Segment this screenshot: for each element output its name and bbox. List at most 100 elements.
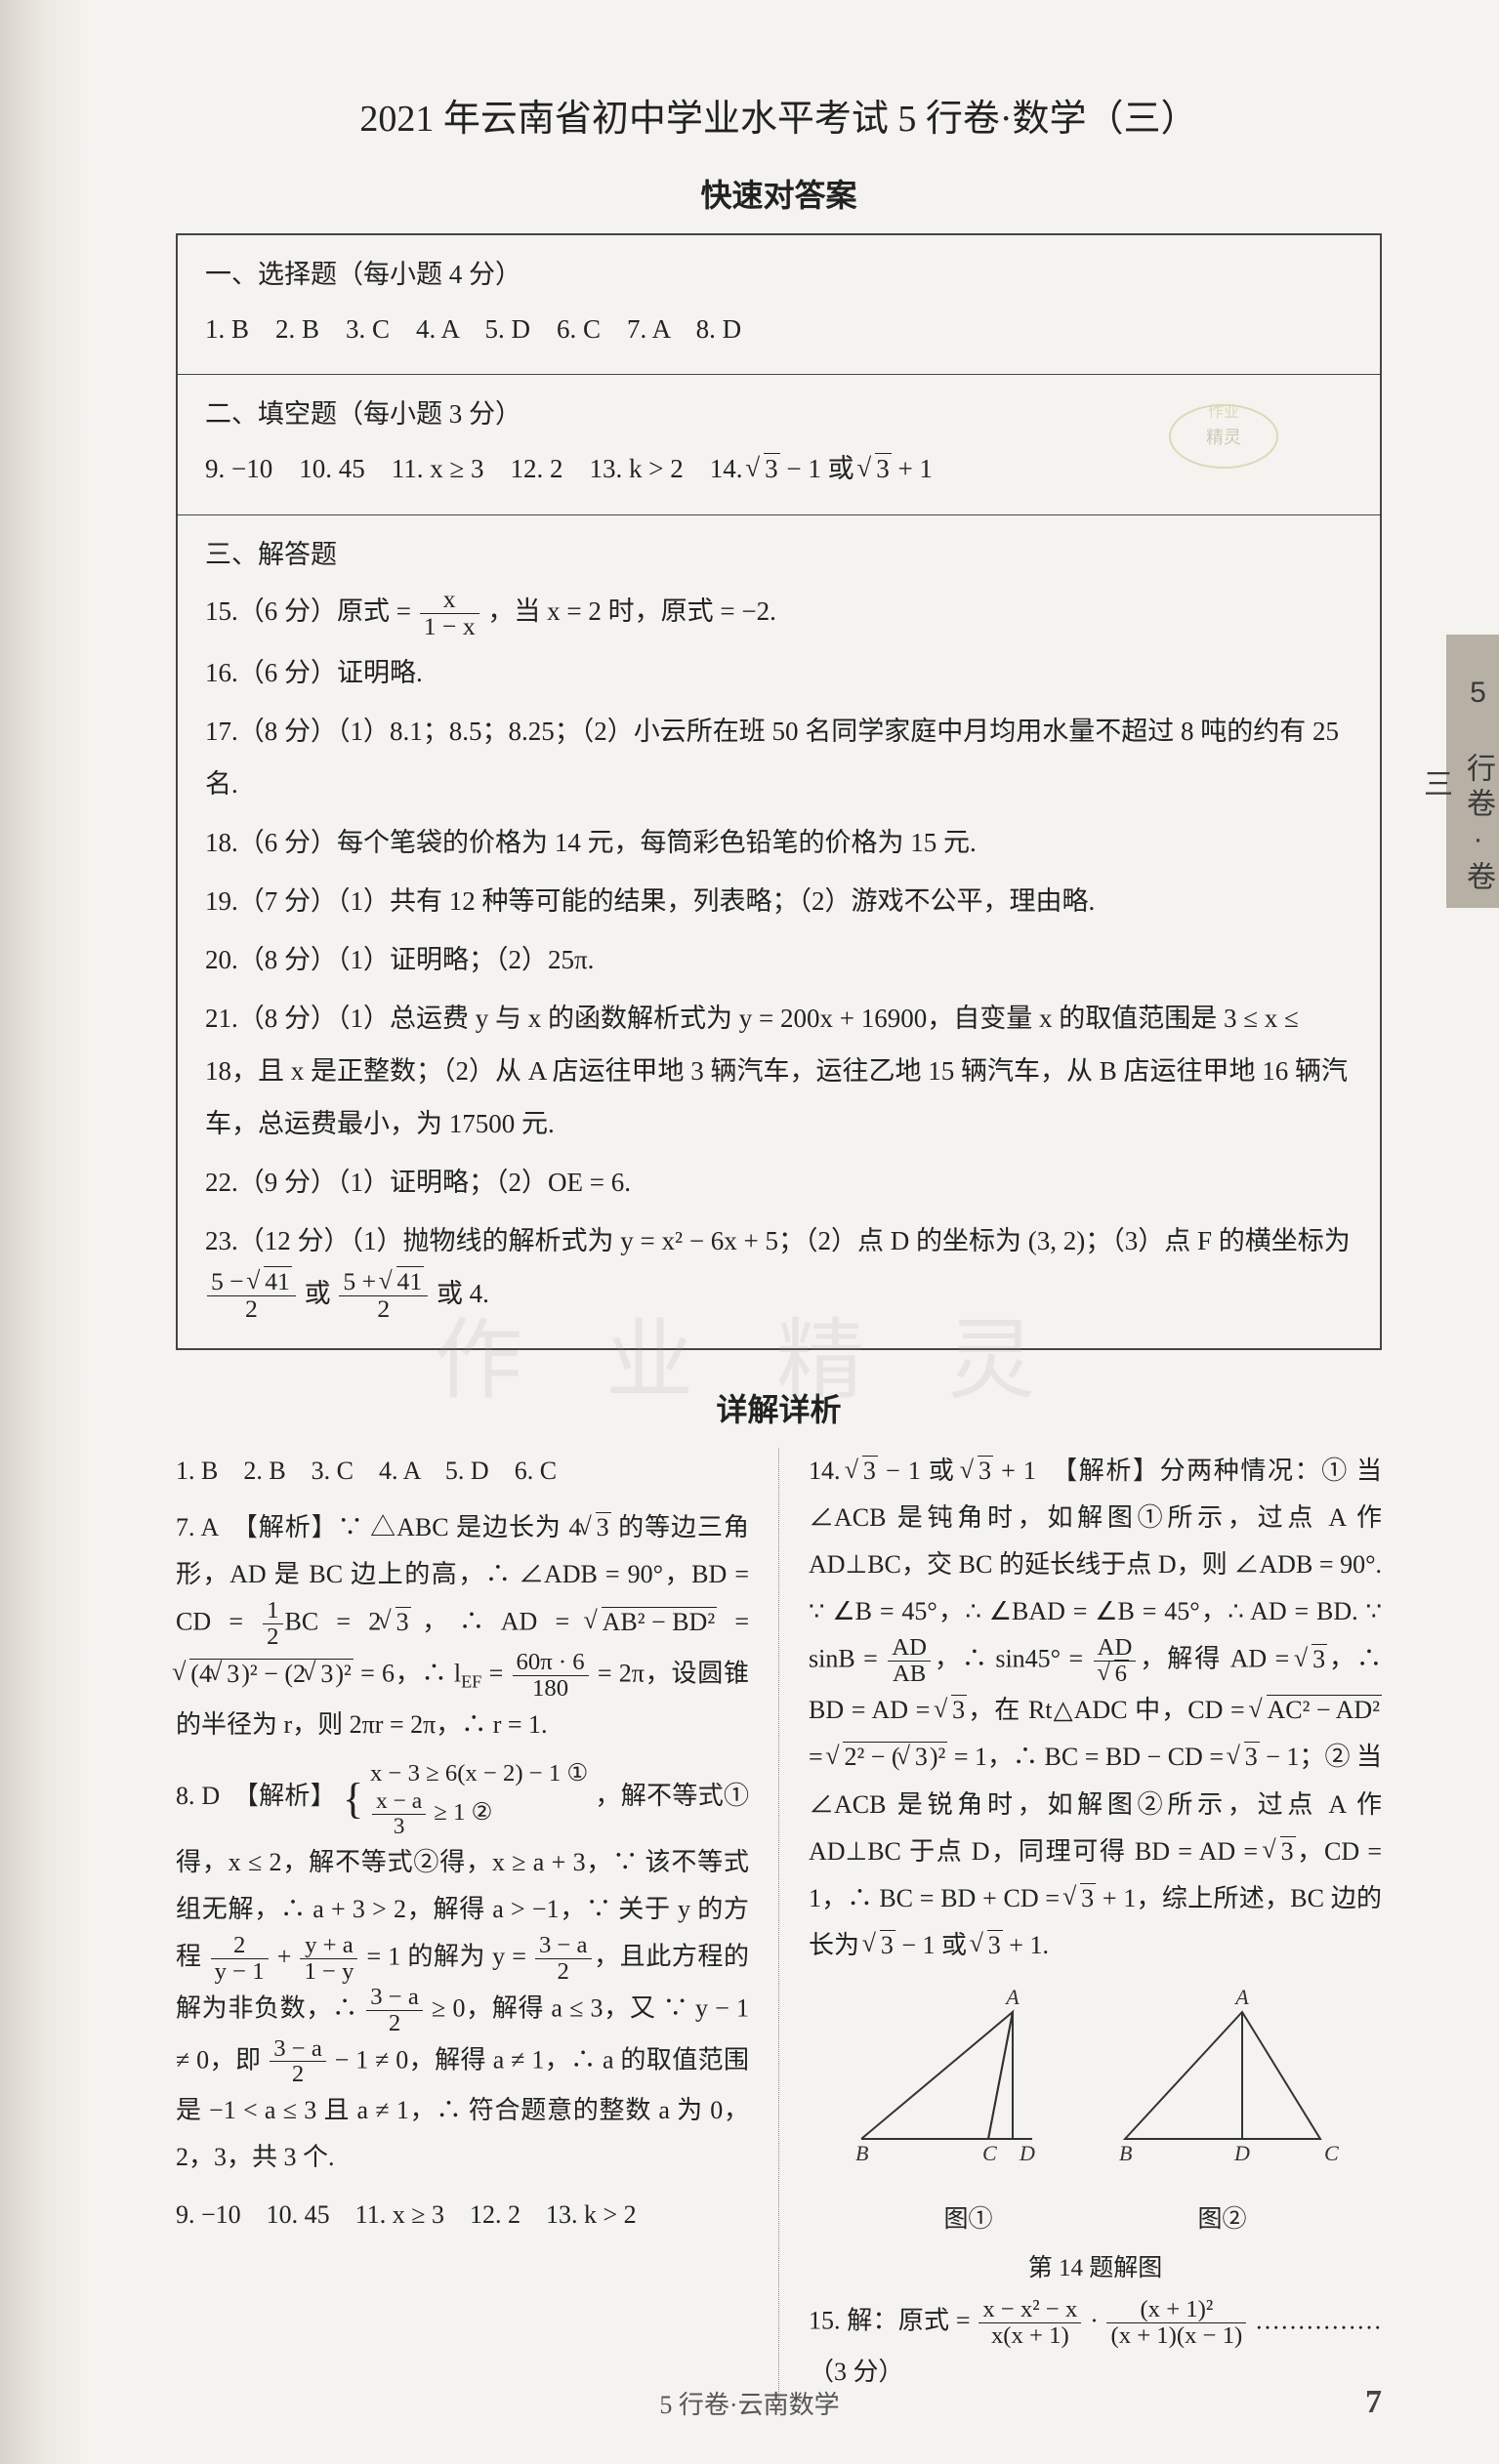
q14a: 14. — [809, 1457, 849, 1485]
q14d: ，∴ sin45° = — [933, 1645, 1092, 1673]
exam-title: 2021 年云南省初中学业水平考试 5 行卷·数学（三） — [176, 88, 1382, 142]
q8a: 8. D 【解析】 — [176, 1782, 336, 1810]
col-right: 14. 3 − 1 或 3 + 1 【解析】分两种情况：① 当 ∠ACB 是钝角… — [809, 1448, 1382, 2405]
side-tab: 5 行卷·卷三 — [1446, 635, 1499, 908]
frac-icon: y + a1 − y — [300, 1933, 357, 1985]
svg-text:A: A — [1004, 1985, 1020, 2009]
frac-icon: 3 − a2 — [270, 2036, 326, 2088]
q7f: = 6，∴ l — [354, 1660, 461, 1688]
sqrt-icon: 3 — [1298, 1636, 1327, 1683]
q15a: 15.（6 分）原式 = — [205, 596, 418, 626]
section-solution: 三、解答题 15.（6 分）原式 = x1 − x ，当 x = 2 时，原式 … — [178, 515, 1380, 1348]
sqrt-icon: 3 — [381, 1599, 410, 1646]
page-number: 7 — [1365, 2384, 1382, 2421]
section-fill: 二、填空题（每小题 3 分） 9. −10 10. 45 11. x ≥ 3 1… — [178, 375, 1380, 514]
sqrt-icon: (43)² − (23)² — [176, 1651, 354, 1698]
svg-text:A: A — [1233, 1985, 1249, 2009]
q15: 15.（6 分）原式 = x1 − x ，当 x = 2 时，原式 = −2. — [205, 585, 1353, 640]
q14-figures: A B C D A B D C — [809, 1983, 1382, 2292]
q14b: − 1 或 — [878, 1457, 964, 1485]
sqrt-icon: 3 — [964, 1448, 993, 1495]
q8c: + — [271, 1942, 299, 1970]
sqrt-icon: 3 — [973, 1922, 1002, 1969]
frac-icon: 3 − a2 — [366, 1985, 423, 2036]
q23c: 或 4. — [437, 1279, 489, 1308]
sqrt-icon: 3 — [1230, 1734, 1260, 1781]
frac-icon: x1 − x — [420, 587, 479, 640]
sqrt-icon: 3 — [849, 1448, 878, 1495]
q23: 23.（12 分）（1）抛物线的解析式为 y = x² − 6x + 5；（2）… — [205, 1214, 1353, 1323]
q22: 22.（9 分）（1）证明略；（2）OE = 6. — [205, 1156, 1353, 1209]
q7a: 7. A 【解析】∵ △ABC 是边长为 4 — [176, 1513, 581, 1541]
sqrt-icon: 3 — [937, 1687, 967, 1734]
frac-icon: 5 − 412 — [207, 1269, 296, 1323]
detail-head: 详解详析 — [176, 1385, 1382, 1430]
q17: 17.（8 分）（1）8.1；8.5；8.25；（2）小云所在班 50 名同学家… — [205, 705, 1353, 810]
sqrt-icon: 3 — [581, 1504, 610, 1551]
q19: 19.（7 分）（1）共有 12 种等可能的结果，列表略；（2）游戏不公平，理由… — [205, 875, 1353, 927]
sqrt-icon: 3 — [1066, 1875, 1096, 1922]
fig-title: 第 14 题解图 — [809, 2246, 1382, 2291]
detail-line1: 1. B 2. B 3. C 4. A 5. D 6. C — [176, 1448, 749, 1495]
detail-line9: 9. −10 10. 45 11. x ≥ 3 12. 2 13. k > 2 — [176, 2192, 749, 2238]
section-choice-answers: 1. B 2. B 3. C 4. A 5. D 6. C 7. A 8. D — [205, 305, 1353, 354]
q15a: 15. 解：原式 = — [809, 2307, 977, 2335]
q7g: = — [481, 1660, 510, 1688]
frac-icon: 5 + 412 — [339, 1269, 428, 1323]
svg-text:B: B — [1119, 2141, 1132, 2165]
fig2-cap: 图② — [1197, 2197, 1246, 2242]
q14m: − 1 或 — [895, 1931, 974, 1959]
quick-answer-head: 快速对答案 — [176, 171, 1382, 216]
frac-icon: 2y − 1 — [211, 1933, 269, 1985]
sqrt-icon: 3 — [749, 444, 779, 494]
q7d: ，∴ AD = — [411, 1608, 588, 1636]
svg-text:B: B — [855, 2141, 868, 2165]
frac-icon: AD6 — [1094, 1635, 1137, 1687]
svg-text:D: D — [1233, 2141, 1250, 2165]
sqrt-icon: 3 — [866, 1922, 895, 1969]
frac-icon: 12 — [263, 1598, 282, 1650]
svg-text:D: D — [1019, 2141, 1035, 2165]
sqrt-icon: 2² − (3)² — [829, 1734, 947, 1781]
detail-q14: 14. 3 − 1 或 3 + 1 【解析】分两种情况：① 当 ∠ACB 是钝角… — [809, 1448, 1382, 1969]
column-divider — [778, 1448, 779, 2405]
section-choice-head: 一、选择题（每小题 4 分） — [205, 253, 1353, 291]
frac-icon: (x + 1)²(x + 1)(x − 1) — [1106, 2297, 1246, 2349]
sqrt-icon: AB² − BD² — [587, 1599, 717, 1646]
section-solution-head: 三、解答题 — [205, 533, 1353, 571]
fig1-cap: 图① — [943, 2197, 992, 2242]
q23a: 23.（12 分）（1）抛物线的解析式为 y = x² − 6x + 5；（2）… — [205, 1226, 1351, 1255]
detail-q15: 15. 解：原式 = x − x² − xx(x + 1) · (x + 1)²… — [809, 2297, 1382, 2396]
q15b: · — [1090, 2307, 1104, 2335]
q21: 21.（8 分）（1）总运费 y 与 x 的函数解析式为 y = 200x + … — [205, 992, 1353, 1150]
sqrt-icon: 3 — [1266, 1828, 1295, 1875]
q14e: ，解得 AD = — [1138, 1645, 1297, 1673]
q20: 20.（8 分）（1）证明略；（2）25π. — [205, 933, 1353, 986]
frac-icon: 3 − a2 — [535, 1933, 592, 1985]
section-fill-head: 二、填空题（每小题 3 分） — [205, 392, 1353, 431]
triangle-figures: A B C D A B D C — [842, 1983, 1350, 2178]
q15b: ，当 x = 2 时，原式 = −2. — [487, 596, 775, 626]
col-left: 1. B 2. B 3. C 4. A 5. D 6. C 7. A 【解析】∵… — [176, 1448, 749, 2405]
q14n: + 1. — [1003, 1931, 1049, 1959]
detail-q7: 7. A 【解析】∵ △ABC 是边长为 43 的等边三角形，AD 是 BC 边… — [176, 1504, 749, 1748]
quick-answer-box: 一、选择题（每小题 4 分） 1. B 2. B 3. C 4. A 5. D … — [176, 233, 1382, 1350]
frac-icon: x − a3 — [372, 1789, 426, 1838]
q8d: = 1 的解为 y = — [359, 1942, 533, 1970]
q18: 18.（6 分）每个笔袋的价格为 14 元，每筒彩色铅笔的价格为 15 元. — [205, 816, 1353, 869]
q14i: = 1，∴ BC = BD − CD = — [947, 1743, 1229, 1771]
sqrt-icon: 3 — [860, 444, 891, 494]
svg-text:C: C — [1324, 2141, 1339, 2165]
section-fill-answers: 9. −10 10. 45 11. x ≥ 3 12. 2 13. k > 2 … — [205, 444, 1353, 494]
detail-columns: 1. B 2. B 3. C 4. A 5. D 6. C 7. A 【解析】∵… — [176, 1448, 1382, 2405]
frac-icon: 60π · 6180 — [513, 1650, 589, 1702]
q14g: ，在 Rt△ADC 中，CD = — [967, 1696, 1252, 1724]
frac-icon: ADAB — [888, 1635, 931, 1687]
q16: 16.（6 分）证明略. — [205, 646, 1353, 699]
svg-text:C: C — [982, 2141, 997, 2165]
frac-icon: x − x² − xx(x + 1) — [979, 2297, 1081, 2349]
sqrt-icon: AC² − AD² — [1252, 1687, 1382, 1734]
q7e: = — [717, 1608, 749, 1636]
q23b: 或 — [305, 1279, 338, 1308]
detail-q8: 8. D 【解析】 { x − 3 ≥ 6(x − 2) − 1 ① x − a… — [176, 1758, 749, 2181]
